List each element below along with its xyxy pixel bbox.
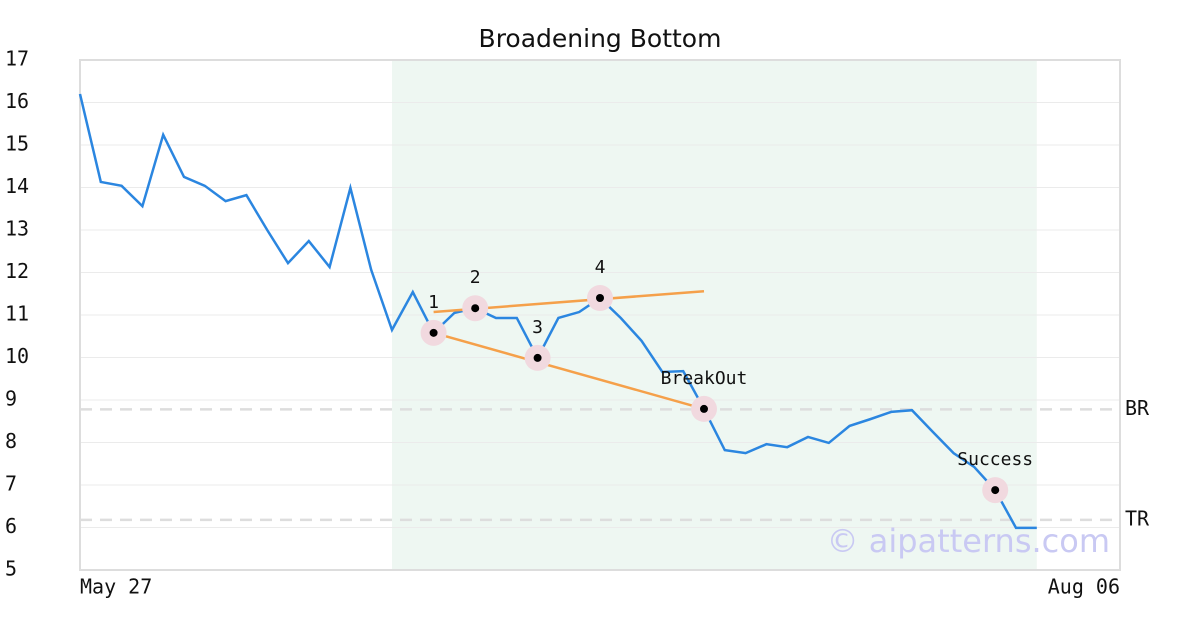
watermark: © aipatterns.com	[827, 522, 1110, 560]
y-tick-label: 5	[5, 557, 17, 581]
x-tick-label: May 27	[80, 575, 152, 599]
point-label: 2	[470, 267, 481, 288]
chart-title: Broadening Bottom	[479, 24, 722, 53]
point-marker	[471, 304, 480, 313]
y-tick-label: 9	[5, 387, 17, 411]
y-tick-label: 14	[5, 174, 29, 198]
y-tick-label: 16	[5, 89, 29, 113]
y-tick-label: 12	[5, 259, 29, 283]
point-marker	[596, 294, 604, 302]
price-line	[78, 93, 1037, 530]
point-label: 4	[595, 257, 606, 278]
y-tick-label: 11	[5, 302, 29, 326]
y-tick-label: 6	[5, 514, 17, 538]
y-tick-label: 10	[5, 344, 29, 368]
point-marker	[429, 328, 438, 337]
point-label: BreakOut	[661, 368, 748, 389]
y-tick-label: 7	[5, 472, 17, 496]
point-marker	[991, 486, 1000, 495]
level-label: BR	[1125, 396, 1150, 420]
y-tick-label: 17	[5, 47, 29, 71]
y-tick-label: 8	[5, 429, 17, 453]
point-label: Success	[957, 449, 1033, 470]
level-label: TR	[1125, 506, 1150, 530]
y-tick-label: 13	[5, 217, 29, 241]
point-label: 1	[428, 292, 439, 313]
x-tick-label: Aug 06	[1048, 575, 1120, 599]
plot-frame	[79, 59, 1121, 571]
y-tick-label: 15	[5, 132, 29, 156]
point-label: 3	[532, 317, 543, 338]
point-marker	[533, 353, 542, 362]
trendline	[433, 331, 705, 411]
point-marker	[700, 404, 708, 413]
